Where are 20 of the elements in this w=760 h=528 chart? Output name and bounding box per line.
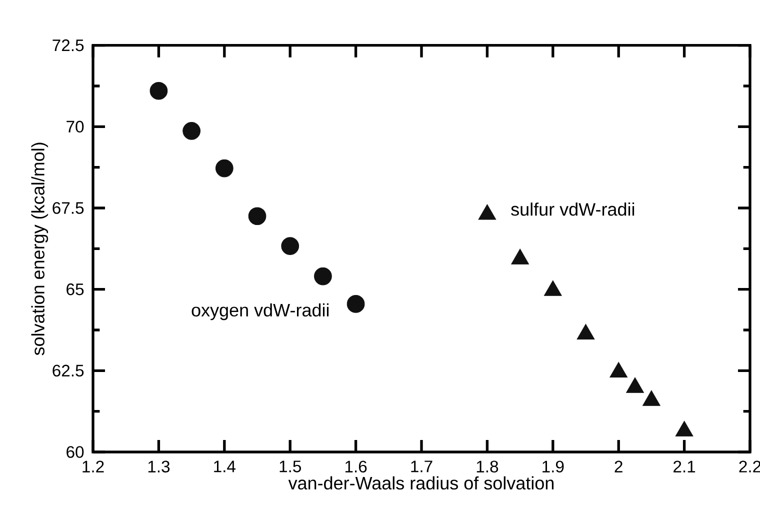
y-tick-label: 65 — [66, 283, 84, 296]
y-tick-label: 67.5 — [52, 202, 84, 214]
x-tick-label: 1.3 — [148, 460, 170, 472]
x-tick-label: 1.7 — [411, 460, 432, 472]
x-tick-label: 1.4 — [214, 460, 236, 472]
y-tick-label: 60 — [66, 446, 84, 458]
series-label: oxygen vdW-radii — [192, 303, 329, 320]
y-tick-label: 62.5 — [52, 364, 84, 377]
x-tick-label: 1.2 — [82, 460, 104, 472]
x-tick-label: 1.9 — [542, 460, 564, 472]
x-tick-label: 1.8 — [476, 460, 498, 472]
x-tick-label: 1.6 — [345, 460, 367, 472]
y-tick-label: 72.5 — [52, 39, 84, 52]
x-tick-label: 2 — [614, 460, 622, 472]
y-axis-title: solvation energy (kcal/mol) — [31, 142, 48, 356]
series-label: sulfur vdW-radii — [511, 202, 634, 216]
y-tick-label: 70 — [66, 120, 84, 133]
x-axis-title: van-der-Waals radius of solvation — [288, 476, 554, 490]
x-tick-label: 2.1 — [674, 460, 696, 472]
x-tick-label: 1.5 — [280, 460, 301, 472]
